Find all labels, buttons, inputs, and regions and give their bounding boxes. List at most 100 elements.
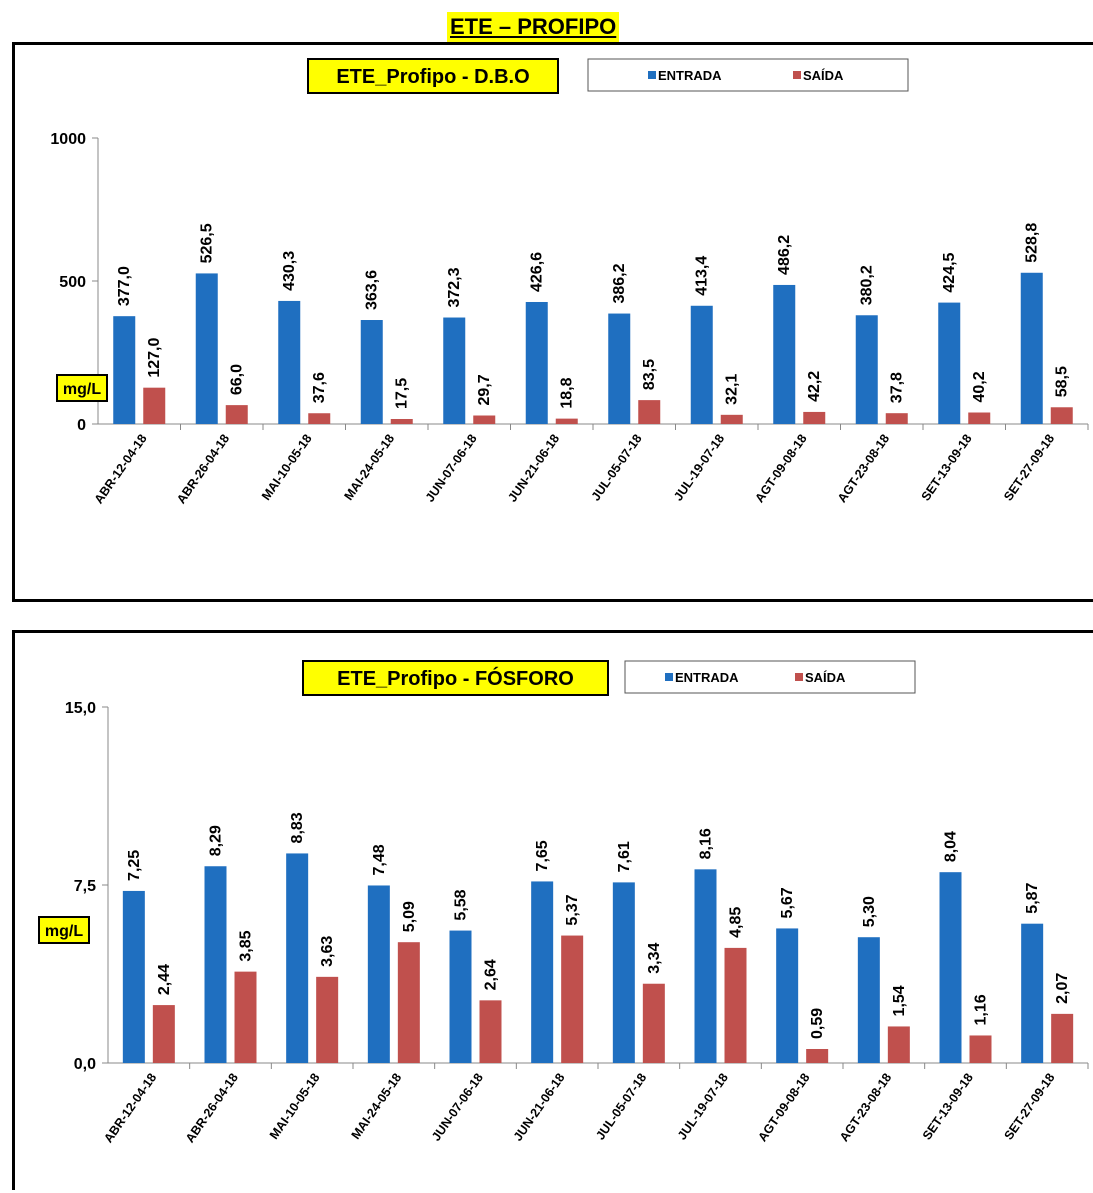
dbo-x-tick-label-2: MAI-10-05-18 (259, 432, 315, 503)
dbo-ylabel-box (56, 374, 108, 402)
fos-data-label-saida-9: 1,54 (891, 985, 908, 1016)
fos-data-label-saida-3: 5,09 (401, 901, 418, 932)
dbo-bar-entrada-7 (690, 305, 713, 424)
dbo-bar-saida-3 (390, 418, 413, 424)
fos-data-label-entrada-2: 8,83 (289, 812, 306, 843)
dbo-data-label-saida-10: 40,2 (971, 371, 988, 402)
fos-title-box (302, 660, 609, 696)
dbo-data-label-saida-11: 58,5 (1054, 366, 1071, 397)
fos-data-label-saida-6: 3,34 (646, 942, 663, 973)
fos-legend-label-0: ENTRADA (675, 670, 739, 685)
dbo-bar-entrada-3 (360, 320, 383, 424)
dbo-legend-label-1: SAÍDA (803, 68, 844, 83)
dbo-bar-saida-1 (225, 405, 248, 424)
fos-data-label-entrada-6: 7,61 (616, 841, 633, 872)
dbo-bar-entrada-8 (773, 284, 796, 424)
dbo-chart-title: ETE_Profipo - D.B.O (336, 66, 529, 88)
dbo-data-label-entrada-11: 528,8 (1024, 223, 1041, 263)
dbo-bar-entrada-4 (443, 317, 466, 424)
dbo-data-label-saida-0: 127,0 (146, 338, 163, 378)
dbo-x-tick-label-9: AGT-23-08-18 (835, 432, 892, 506)
fos-bar-entrada-8 (776, 928, 799, 1063)
dbo-data-label-entrada-10: 424,5 (941, 252, 958, 292)
dbo-data-label-saida-7: 32,1 (724, 374, 741, 405)
fos-data-label-entrada-9: 5,30 (861, 896, 878, 927)
dbo-bar-entrada-1 (195, 273, 218, 424)
dbo-data-label-entrada-2: 430,3 (281, 251, 298, 291)
fos-legend-swatch-1 (795, 673, 803, 681)
fos-bar-entrada-10 (939, 872, 962, 1063)
fos-x-tick-label-0: ABR-12-04-18 (101, 1071, 159, 1146)
dbo-bar-entrada-11 (1020, 272, 1043, 424)
fos-legend-label-1: SAÍDA (805, 670, 846, 685)
dbo-bar-saida-10 (968, 412, 991, 424)
fos-x-tick-label-4: JUN-07-06-18 (429, 1071, 486, 1144)
fos-x-tick-label-3: MAI-24-05-18 (349, 1071, 405, 1142)
dbo-y-tick-label-1: 500 (59, 274, 86, 291)
fos-data-label-entrada-0: 7,25 (126, 850, 143, 881)
dbo-x-tick-label-6: JUL-05-07-18 (589, 432, 645, 504)
fos-bar-saida-10 (969, 1035, 992, 1063)
dbo-x-tick-label-7: JUL-19-07-18 (671, 432, 727, 504)
dbo-data-label-saida-9: 37,8 (889, 372, 906, 403)
fos-x-tick-label-2: MAI-10-05-18 (267, 1071, 323, 1142)
fos-data-label-saida-0: 2,44 (156, 964, 173, 995)
fos-data-label-saida-1: 3,85 (238, 930, 255, 961)
dbo-data-label-saida-6: 83,5 (641, 359, 658, 390)
fos-data-label-entrada-7: 8,16 (698, 828, 715, 859)
dbo-x-tick-label-5: JUN-21-06-18 (505, 432, 562, 505)
fos-x-tick-label-6: JUL-05-07-18 (593, 1071, 649, 1143)
fos-legend-box (624, 660, 916, 694)
fos-bar-entrada-3 (367, 885, 390, 1063)
fos-legend-swatch-0 (665, 673, 673, 681)
dbo-bar-entrada-0 (113, 316, 136, 424)
dbo-data-label-entrada-4: 372,3 (446, 267, 463, 307)
fos-data-label-saida-5: 5,37 (564, 894, 581, 925)
dbo-legend-swatch-0 (648, 71, 656, 79)
dbo-title-box (307, 58, 559, 94)
fos-data-label-saida-8: 0,59 (809, 1008, 826, 1039)
fos-bar-entrada-0 (122, 890, 145, 1063)
dbo-legend-box (587, 58, 909, 92)
fos-data-label-entrada-3: 7,48 (371, 844, 388, 875)
dbo-data-label-saida-4: 29,7 (476, 374, 493, 405)
fos-bar-saida-5 (561, 935, 584, 1063)
fos-bar-saida-4 (479, 1000, 502, 1063)
dbo-data-label-entrada-7: 413,4 (694, 256, 711, 296)
dbo-x-tick-label-0: ABR-12-04-18 (92, 432, 150, 507)
dbo-data-label-saida-3: 17,5 (394, 378, 411, 409)
dbo-bar-saida-0 (143, 387, 166, 424)
fos-x-tick-label-9: AGT-23-08-18 (837, 1071, 894, 1145)
fos-data-label-saida-10: 1,16 (973, 994, 990, 1025)
dbo-y-tick-label-2: 1000 (50, 131, 86, 148)
dbo-x-tick-label-4: JUN-07-06-18 (423, 432, 480, 505)
dbo-y-tick-label-0: 0 (77, 417, 86, 434)
dbo-legend-swatch-1 (793, 71, 801, 79)
dbo-bar-saida-8 (803, 411, 826, 424)
fos-data-label-saida-2: 3,63 (319, 936, 336, 967)
dbo-data-label-entrada-6: 386,2 (611, 263, 628, 303)
fos-bar-saida-1 (234, 971, 257, 1063)
fos-bar-saida-11 (1051, 1013, 1074, 1063)
fos-bar-entrada-1 (204, 866, 227, 1063)
fos-x-tick-label-10: SET-13-09-18 (920, 1071, 976, 1143)
dbo-bar-entrada-6 (608, 313, 631, 424)
dbo-data-label-entrada-3: 363,6 (364, 270, 381, 310)
fos-y-tick-label-1: 7,5 (74, 878, 96, 895)
fos-data-label-saida-11: 2,07 (1054, 973, 1071, 1004)
dbo-ylabel: mg/L (63, 381, 101, 398)
fos-bar-entrada-7 (694, 869, 717, 1063)
dbo-bar-saida-6 (638, 400, 661, 424)
dbo-bar-saida-4 (473, 415, 496, 424)
fos-bar-saida-9 (887, 1026, 910, 1063)
fos-x-tick-label-1: ABR-26-04-18 (183, 1071, 241, 1146)
fos-bar-saida-0 (152, 1005, 175, 1063)
dbo-legend-label-0: ENTRADA (658, 68, 722, 83)
fos-bar-entrada-9 (857, 937, 880, 1063)
dbo-bar-saida-7 (720, 414, 743, 424)
fos-y-tick-label-0: 0,0 (74, 1056, 96, 1073)
fos-bar-saida-3 (397, 942, 420, 1063)
dbo-bar-entrada-9 (855, 315, 878, 424)
fos-bar-entrada-5 (531, 881, 554, 1063)
fos-data-label-entrada-8: 5,67 (779, 887, 796, 918)
